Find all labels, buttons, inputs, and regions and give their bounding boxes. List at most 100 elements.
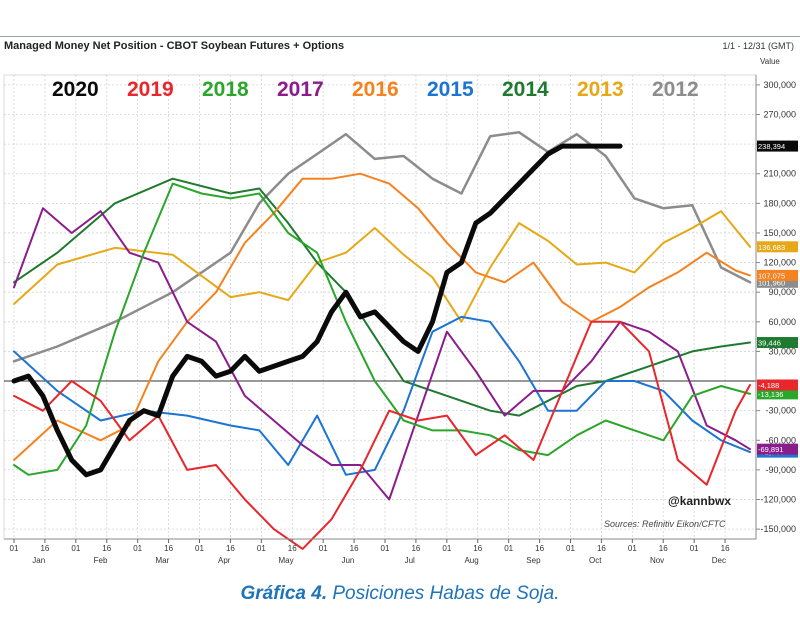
end-label-box-2016 (757, 269, 798, 281)
y-tick-label: 180,000 (763, 198, 796, 208)
y-tick-label: -150,000 (760, 524, 796, 534)
series-line-2012 (12, 131, 752, 363)
x-month-label: Mar (156, 556, 170, 565)
chart-svg: Managed Money Net Position - CBOT Soybea… (3, 40, 798, 565)
caption-number: Gráfica 4. (240, 583, 328, 604)
x-day-label: 16 (288, 544, 297, 553)
y-tick-label: 300,000 (763, 80, 796, 90)
x-day-label: 01 (195, 544, 204, 553)
end-label-box-2018 (757, 388, 798, 400)
end-label-2016: 107,075 (758, 271, 785, 280)
end-label-box-2017 (757, 443, 798, 455)
x-day-label: 16 (102, 544, 111, 553)
y-tick-label: -120,000 (760, 495, 796, 505)
x-day-label: 01 (319, 544, 328, 553)
y-tick-label: 150,000 (763, 228, 796, 238)
y-tick-label: 270,000 (763, 109, 796, 119)
end-label-2020: 238,394 (758, 142, 785, 151)
end-label-2018: -13,136 (758, 390, 783, 399)
x-day-label: 01 (381, 544, 390, 553)
x-day-label: 16 (226, 544, 235, 553)
x-day-label: 16 (40, 544, 49, 553)
chart-title: Managed Money Net Position - CBOT Soybea… (4, 40, 344, 52)
x-day-label: 16 (721, 544, 730, 553)
x-day-label: 16 (535, 544, 544, 553)
x-day-label: 16 (164, 544, 173, 553)
end-label-2017: -69,891 (758, 445, 783, 454)
x-day-label: 01 (10, 544, 19, 553)
series-layer (11, 131, 752, 550)
series-line-2019 (13, 320, 751, 550)
x-day-label: 01 (442, 544, 451, 553)
y-tick-label: -30,000 (765, 406, 796, 416)
x-month-label: Dec (712, 556, 726, 565)
end-label-box-2014 (757, 337, 798, 349)
series-line-2018 (13, 182, 751, 476)
legend-item-2014: 2014 (502, 78, 549, 101)
x-month-label: Jun (341, 556, 354, 565)
series-line-2017 (13, 207, 751, 501)
end-label-2019: -4,188 (758, 381, 779, 390)
end-label-box-2013 (757, 241, 798, 253)
x-day-label: 16 (350, 544, 359, 553)
x-month-label: Aug (464, 556, 478, 565)
x-month-label: Feb (94, 556, 108, 565)
legend-item-2020: 2020 (52, 78, 99, 101)
end-label-2013: 136,683 (758, 243, 785, 252)
x-month-label: Nov (650, 556, 664, 565)
y-tick-label: -90,000 (765, 465, 796, 475)
x-day-label: 01 (504, 544, 513, 553)
x-month-label: Sep (526, 556, 541, 565)
x-month-label: Oct (589, 556, 602, 565)
x-axis: 01 16 01 16 01 16 01 16 01 16 01 16 01 16 01 16 01 16 01 16… (4, 538, 756, 565)
end-label-box-2019 (757, 379, 798, 391)
end-label-2014: 39,446 (758, 339, 781, 348)
y-tick-label: 120,000 (763, 258, 796, 268)
y-axis: 300,000270,000240,000210,000180,000150,0… (755, 75, 796, 539)
end-label-2012: 101,960 (758, 278, 785, 287)
series-line-2016 (13, 172, 751, 461)
legend: 2020 2019 2018 2017 2016 2015 2014 2013 2012 (52, 78, 699, 101)
series-line-2014 (13, 177, 751, 417)
legend-item-2013: 2013 (577, 78, 624, 101)
end-labels: 101,960136,68339,446-72,744107,075-69,89… (757, 140, 798, 458)
legend-item-2019: 2019 (127, 78, 174, 101)
legend-item-2017: 2017 (277, 78, 324, 101)
legend-item-2015: 2015 (427, 78, 474, 101)
x-day-label: 01 (566, 544, 575, 553)
series-line-2013 (13, 210, 751, 323)
x-day-label: 16 (597, 544, 606, 553)
x-day-label: 16 (473, 544, 482, 553)
source-note: Sources: Refinitiv Eikon/CFTC (604, 519, 726, 529)
x-month-label: Jan (32, 556, 45, 565)
chart-frame: Managed Money Net Position - CBOT Soybea… (0, 36, 800, 573)
caption-text: Posiciones Habas de Soja. (327, 583, 560, 604)
end-label-box-2020 (757, 140, 798, 152)
y-tick-label: 30,000 (768, 346, 796, 356)
y-tick-label: 60,000 (768, 317, 796, 327)
grid-layer (3, 74, 757, 540)
x-day-label: 01 (690, 544, 699, 553)
x-month-label: May (279, 556, 294, 565)
legend-item-2016: 2016 (352, 78, 399, 101)
legend-item-2018: 2018 (202, 78, 249, 101)
series-line-2020 (11, 143, 623, 478)
x-day-label: 16 (411, 544, 420, 553)
x-day-label: 16 (659, 544, 668, 553)
y-tick-label: -60,000 (765, 435, 796, 445)
x-day-label: 01 (133, 544, 142, 553)
end-label-box-2012 (757, 276, 798, 288)
watermark-handle: @kannbwx (668, 494, 731, 508)
y-tick-label: 210,000 (763, 169, 796, 179)
plot-area (3, 74, 757, 540)
figure-caption: Gráfica 4. Posiciones Habas de Soja. (0, 583, 800, 605)
x-day-label: 01 (628, 544, 637, 553)
series-line-2015 (13, 315, 751, 476)
x-month-label: Apr (218, 556, 231, 565)
date-range: 1/1 - 12/31 (GMT) (722, 41, 794, 51)
x-day-label: 01 (257, 544, 266, 553)
x-month-label: Jul (405, 556, 415, 565)
value-axis-title: Value (760, 57, 780, 66)
x-day-label: 01 (71, 544, 80, 553)
legend-item-2012: 2012 (652, 78, 699, 101)
